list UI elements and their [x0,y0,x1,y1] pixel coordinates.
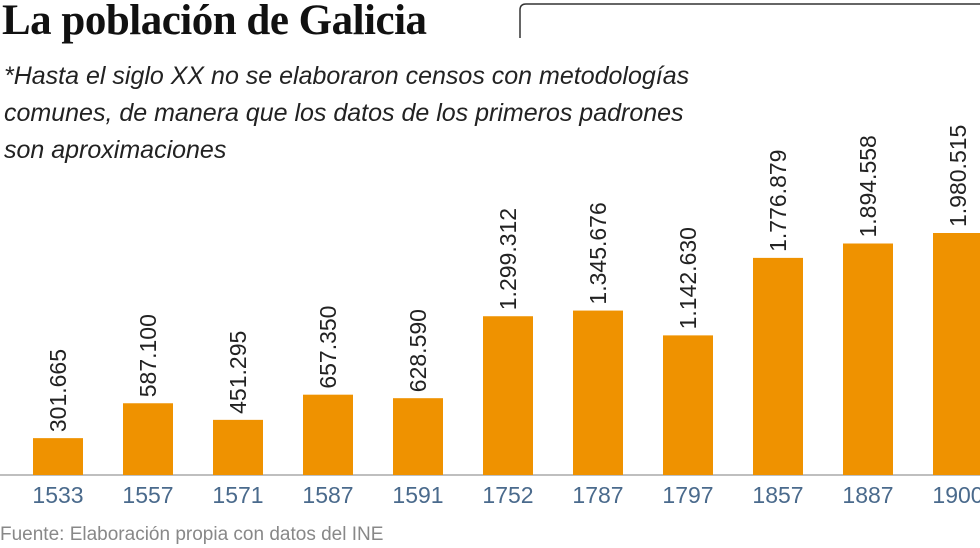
bar [933,233,980,475]
x-tick-label: 1797 [662,482,713,508]
value-label: 1.299.312 [495,208,521,310]
value-label: 587.100 [135,314,161,397]
x-tick-label: 1557 [122,482,173,508]
chart-subtitle: *Hasta el siglo XX no se elaboraron cens… [4,62,690,164]
bar [663,335,713,475]
x-tick-label: 1787 [572,482,623,508]
value-label: 301.665 [45,349,71,432]
x-tick-label: 1533 [32,482,83,508]
x-tick-label: 1591 [392,482,443,508]
value-label: 628.590 [405,309,431,392]
x-tick-label: 1900 [932,482,980,508]
x-tick-label: 1857 [752,482,803,508]
value-label: 1.345.676 [585,202,611,304]
value-label: 1.980.515 [945,125,971,227]
x-tick-label: 1587 [302,482,353,508]
bar [573,310,623,475]
chart-title: La población de Galicia [2,0,427,44]
value-label: 1.776.879 [765,150,791,252]
value-label: 657.350 [315,306,341,389]
bar [213,419,263,475]
bar [123,403,173,475]
bar [843,243,893,475]
source-note: Fuente: Elaboración propia con datos del… [0,524,384,545]
value-label: 1.142.630 [675,227,701,329]
x-tick-label: 1752 [482,482,533,508]
bar [33,438,83,475]
value-label: 1.894.558 [855,135,881,237]
x-tick-label: 1887 [842,482,893,508]
bar [483,316,533,475]
bar [393,398,443,475]
bar [303,394,353,475]
title-rule [519,3,980,38]
bar [753,257,803,475]
x-tick-label: 1571 [212,482,263,508]
value-label: 451.295 [225,331,251,414]
